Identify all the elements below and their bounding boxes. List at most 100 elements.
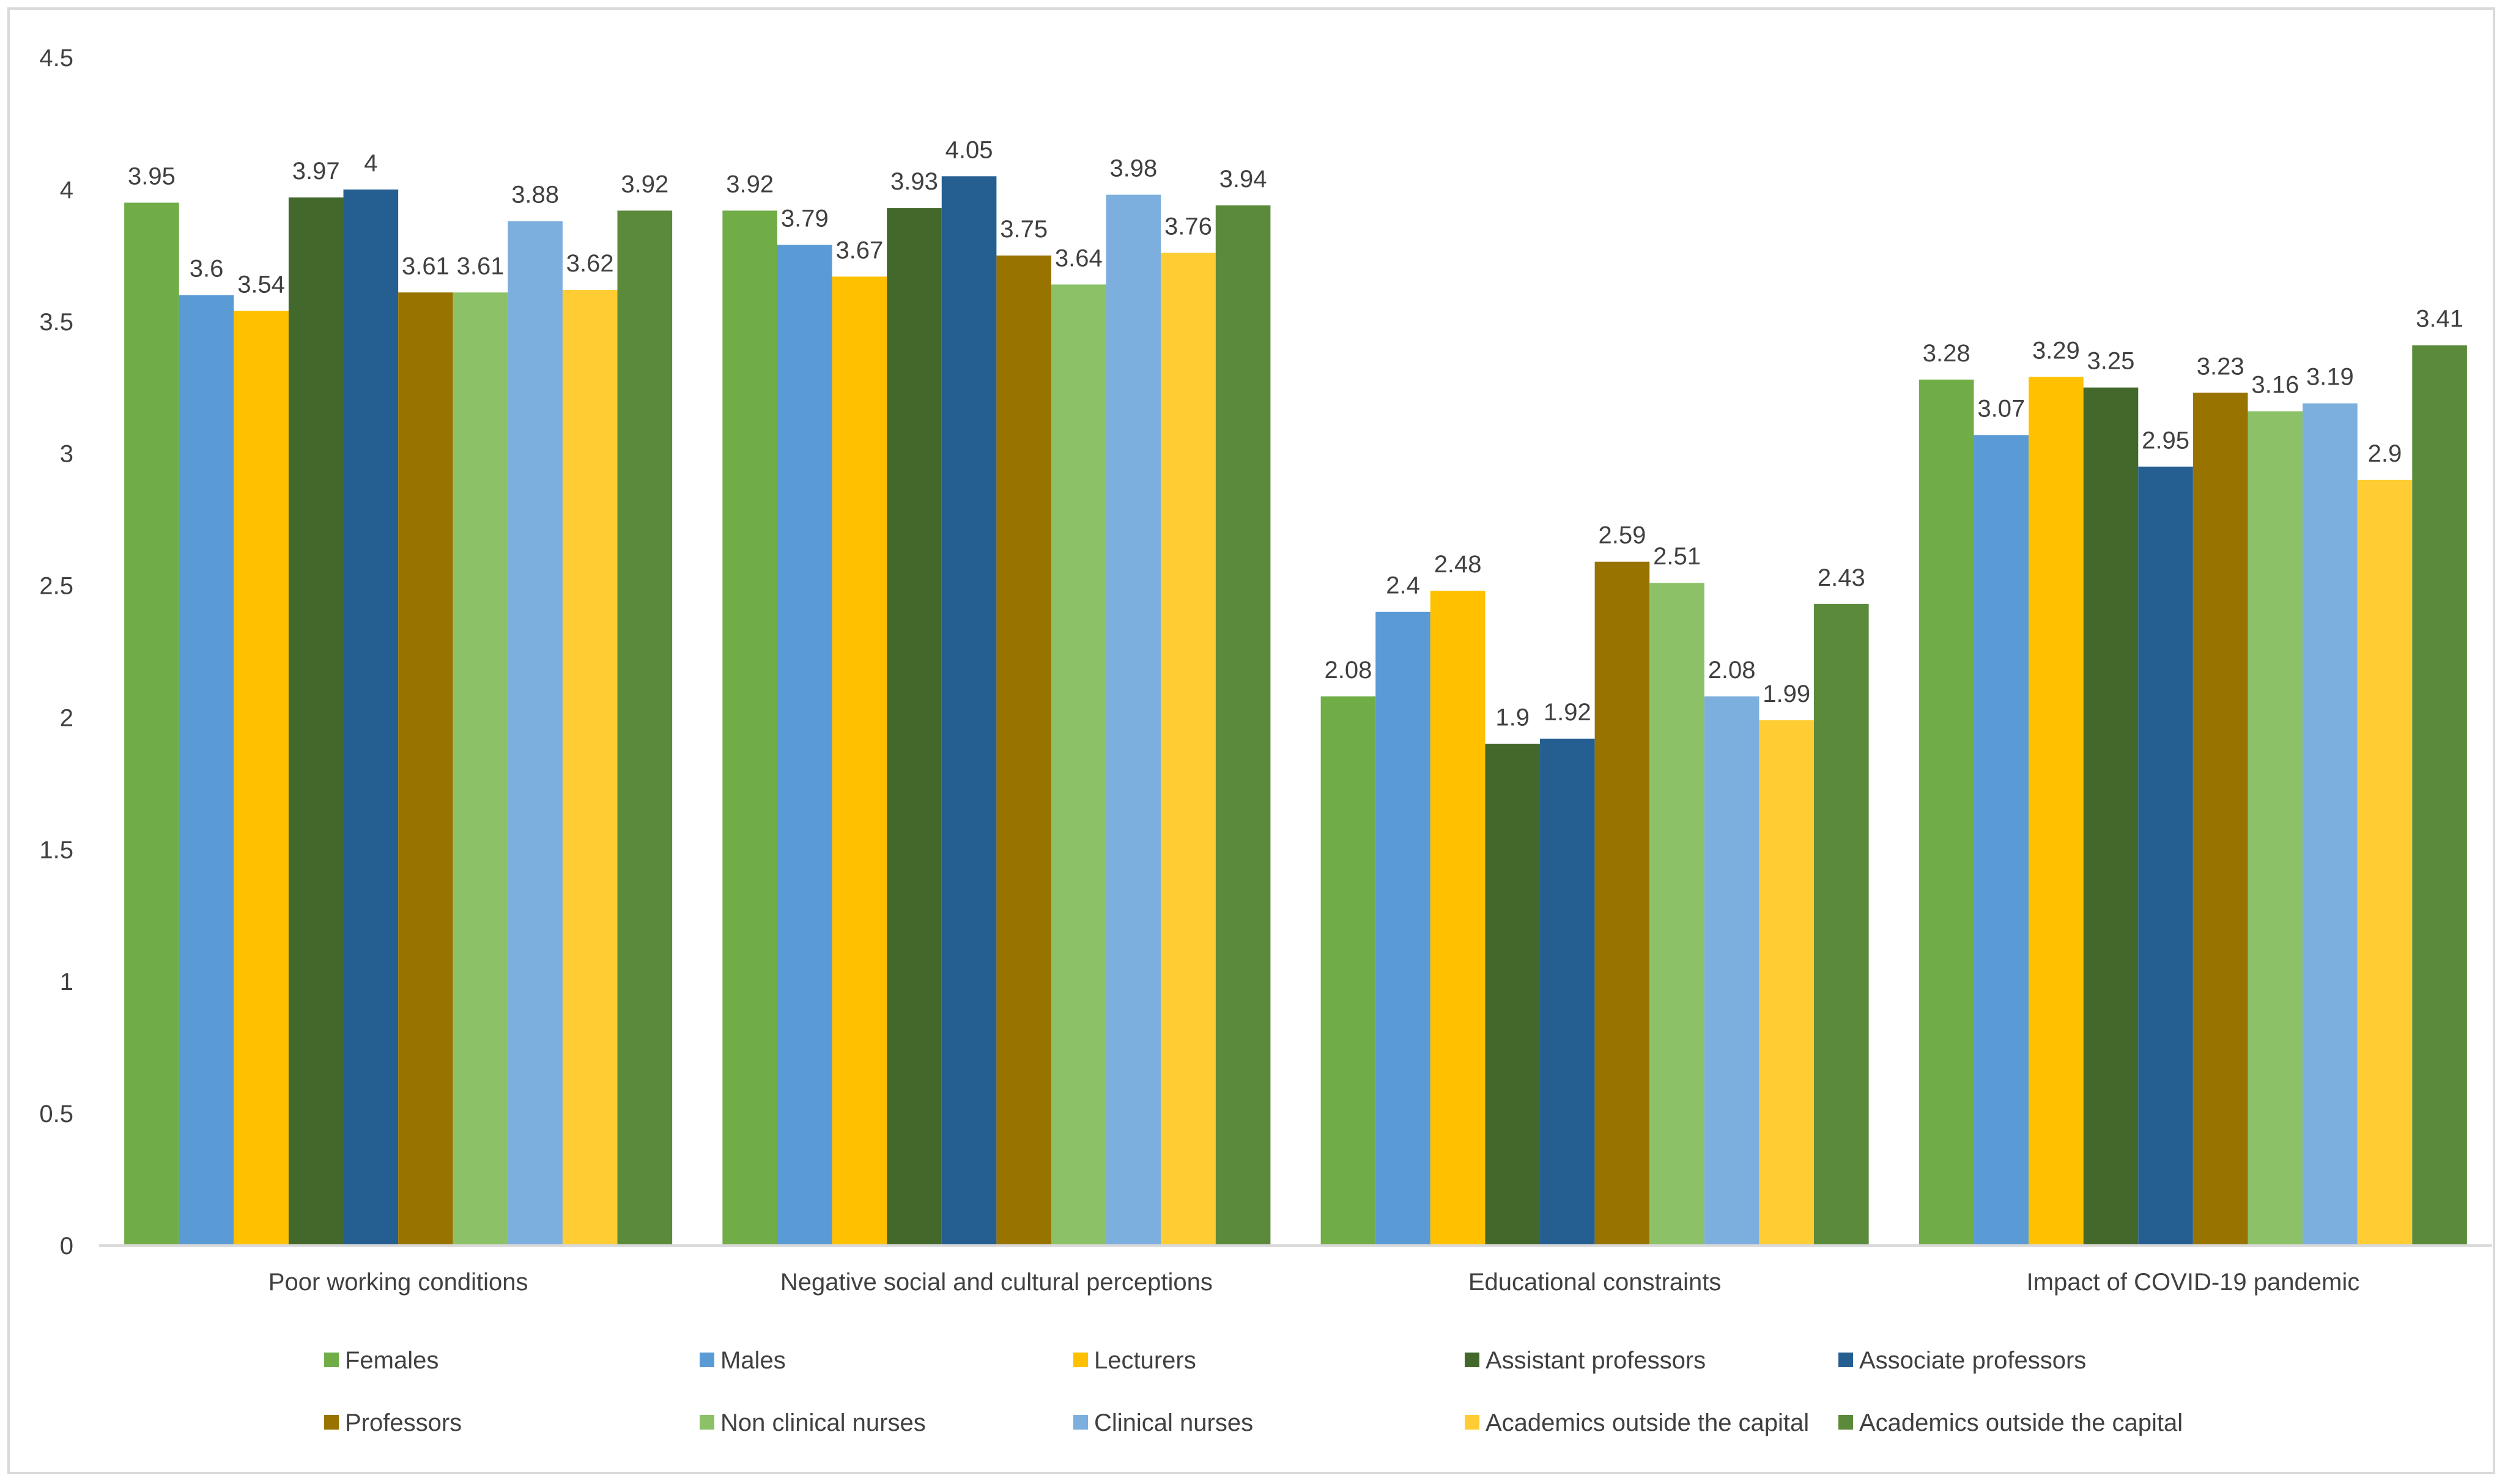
legend-swatch — [1465, 1353, 1479, 1367]
legend-swatch — [1073, 1415, 1088, 1430]
bar — [2412, 345, 2467, 1246]
bar — [1540, 738, 1595, 1246]
category-label: Impact of COVID-19 pandemic — [2027, 1269, 2360, 1296]
data-label: 3.94 — [1219, 166, 1267, 193]
data-label: 2.59 — [1598, 522, 1646, 549]
data-label: 3.16 — [2251, 372, 2299, 399]
data-label: 2.9 — [2368, 440, 2402, 467]
bar — [453, 292, 508, 1246]
bar — [2248, 411, 2303, 1246]
bar — [179, 295, 234, 1246]
data-label: 2.08 — [1708, 657, 1756, 684]
data-label: 3.23 — [2197, 353, 2244, 380]
bar — [2303, 403, 2358, 1246]
bar — [398, 292, 453, 1246]
legend-label: Non clinical nurses — [720, 1409, 926, 1436]
bar — [1759, 720, 1815, 1246]
y-tick-label: 4 — [60, 177, 73, 204]
data-label: 3.97 — [292, 158, 340, 185]
legend-label: Academics outside the capital — [1486, 1409, 1809, 1436]
chart-frame — [7, 7, 2495, 1474]
bars — [124, 176, 2467, 1246]
legend-swatch — [324, 1353, 339, 1367]
data-label: 3.61 — [457, 253, 505, 279]
bar — [1485, 744, 1541, 1246]
legend-label: Assistant professors — [1486, 1347, 1706, 1374]
category-labels: Poor working conditions Negative social a… — [268, 1269, 2359, 1296]
legend-label: Academics outside the capital — [1859, 1409, 2183, 1436]
y-axis-ticks: 0 0.5 1 1.5 2 2.5 3 3.5 4 4.5 — [39, 45, 73, 1260]
bar — [288, 197, 344, 1246]
data-label: 3.93 — [890, 168, 938, 195]
legend-label: Females — [345, 1347, 438, 1374]
data-label: 3.07 — [1977, 395, 2025, 422]
data-label: 3.75 — [1000, 216, 1048, 243]
category-label: Educational constraints — [1468, 1269, 1722, 1296]
y-tick-label: 4.5 — [39, 45, 73, 72]
data-label: 3.98 — [1109, 155, 1157, 182]
bar — [996, 255, 1051, 1246]
data-label: 2.51 — [1653, 543, 1701, 570]
data-label: 1.99 — [1763, 681, 1810, 707]
legend-label: Associate professors — [1859, 1347, 2086, 1374]
data-label: 3.92 — [726, 171, 774, 197]
legend-label: Lecturers — [1094, 1347, 1196, 1374]
data-label: 1.9 — [1495, 704, 1530, 731]
y-tick-label: 2 — [60, 704, 73, 731]
bar — [508, 221, 563, 1246]
legend-swatch — [1838, 1353, 1853, 1367]
bar — [1814, 604, 1869, 1246]
bar — [1375, 611, 1430, 1246]
bar — [1704, 696, 1759, 1246]
data-label: 2.48 — [1434, 551, 1482, 578]
data-label: 3.28 — [1923, 340, 1970, 367]
bar — [2138, 467, 2193, 1246]
y-tick-label: 2.5 — [39, 573, 73, 600]
legend: Females Males Lecturers Assistant professor… — [324, 1347, 2183, 1436]
y-tick-label: 1.5 — [39, 836, 73, 863]
category-label: Negative social and cultural perceptions — [780, 1269, 1213, 1296]
y-tick-label: 3.5 — [39, 309, 73, 336]
y-tick-label: 3 — [60, 441, 73, 468]
bar — [1594, 561, 1650, 1246]
bar — [777, 245, 832, 1246]
bar — [1974, 435, 2029, 1246]
bar — [234, 311, 289, 1246]
legend-swatch — [1465, 1415, 1479, 1430]
bar — [1051, 284, 1106, 1246]
data-label: 3.88 — [511, 182, 559, 209]
category-label: Poor working conditions — [268, 1269, 528, 1296]
data-label: 1.92 — [1544, 699, 1591, 726]
bar — [1919, 379, 1974, 1246]
data-label: 3.29 — [2032, 337, 2080, 364]
data-label: 2.4 — [1386, 572, 1420, 599]
legend-swatch — [700, 1415, 714, 1430]
legend-swatch — [1838, 1415, 1853, 1430]
data-label: 3.95 — [128, 163, 176, 190]
data-label: 3.64 — [1055, 245, 1103, 271]
bar — [1320, 696, 1376, 1246]
bar — [887, 208, 942, 1246]
legend-label: Males — [720, 1347, 786, 1374]
bar — [562, 289, 618, 1246]
data-label: 4.05 — [945, 136, 993, 163]
legend-swatch — [324, 1415, 339, 1430]
bar — [2192, 393, 2248, 1246]
data-label: 3.25 — [2087, 348, 2135, 375]
bar — [1161, 253, 1216, 1246]
data-label: 3.54 — [237, 271, 285, 298]
data-label: 2.08 — [1324, 657, 1372, 684]
bar — [617, 210, 673, 1246]
data-label: 3.41 — [2416, 306, 2463, 333]
y-tick-label: 1 — [60, 969, 73, 995]
y-tick-label: 0.5 — [39, 1101, 73, 1128]
bar — [2357, 479, 2413, 1246]
bar — [1430, 591, 1486, 1246]
bar — [1649, 583, 1704, 1246]
bar — [722, 210, 777, 1246]
data-label: 3.92 — [621, 171, 668, 197]
legend-label: Clinical nurses — [1094, 1409, 1253, 1436]
legend-label: Professors — [345, 1409, 462, 1436]
legend-swatch — [700, 1353, 714, 1367]
